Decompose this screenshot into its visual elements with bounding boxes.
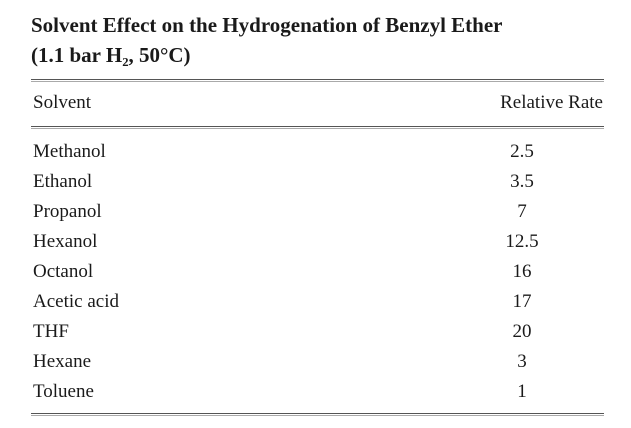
solvent-cell: Acetic acid: [33, 291, 119, 312]
rate-cell: 1: [517, 381, 527, 402]
table-title: Solvent Effect on the Hydrogenation of B…: [31, 13, 503, 37]
rate-cell: 2.5: [510, 141, 534, 162]
solvent-cell: Ethanol: [33, 171, 93, 192]
solvent-cell: Propanol: [33, 201, 102, 222]
solvent-cell: Toluene: [33, 381, 94, 402]
column-header: Relative Rate: [500, 92, 603, 113]
rate-cell: 3.5: [510, 171, 534, 192]
solvent-cell: THF: [33, 321, 69, 342]
solvent-cell: Methanol: [33, 141, 106, 162]
rate-cell: 12.5: [505, 231, 539, 252]
solvent-cell: Hexane: [33, 351, 92, 372]
rate-cell: 3: [517, 351, 527, 372]
rate-cell: 16: [512, 261, 532, 282]
rate-cell: 20: [512, 321, 532, 342]
solvent-cell: Octanol: [33, 261, 94, 282]
column-header: Solvent: [33, 92, 92, 113]
table-subtitle: (1.1 bar H₂, 50°C): [31, 43, 191, 67]
rule: [31, 79, 604, 82]
rate-cell: 7: [517, 201, 527, 222]
rule: [31, 126, 604, 129]
solvent-cell: Hexanol: [33, 231, 98, 252]
rate-cell: 17: [512, 291, 532, 312]
rule: [31, 413, 604, 416]
